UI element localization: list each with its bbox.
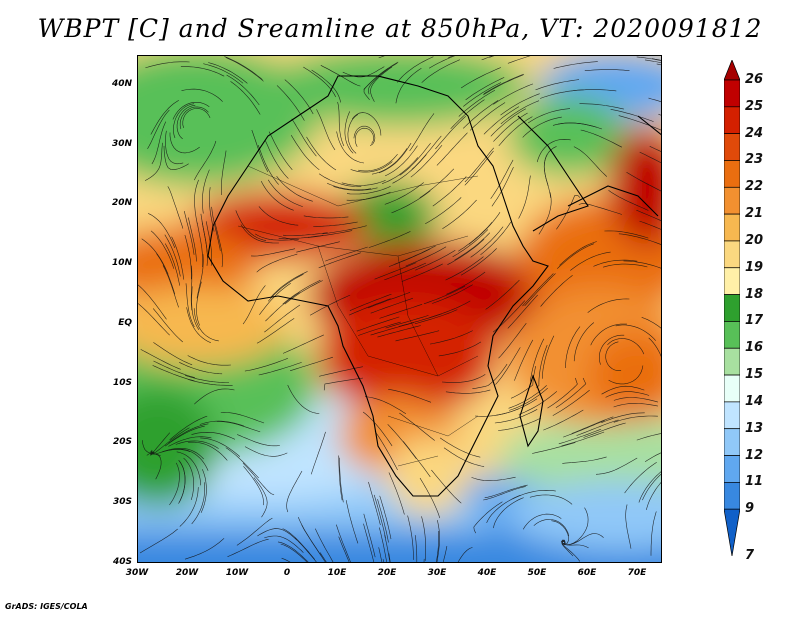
lon-label-20e: 20E xyxy=(377,568,397,578)
lon-label-50e: 50E xyxy=(527,568,547,578)
chart-title: WBPT [C] and Sreamline at 850hPa, VT: 20… xyxy=(37,14,763,43)
colorbar-label: 9 xyxy=(745,501,755,517)
colorbar-bottom-triangle xyxy=(724,508,740,556)
wbpt-streamline-map xyxy=(138,56,661,562)
lat-label-40n: 40N xyxy=(111,78,132,89)
colorbar-segment xyxy=(724,186,740,215)
streamlines xyxy=(138,56,661,562)
lon-label-10e: 10E xyxy=(327,568,347,578)
colorbar-label: 14 xyxy=(745,393,764,409)
colorbar-label: 17 xyxy=(745,313,764,329)
colorbar-segment xyxy=(724,374,740,403)
colorbar-segment xyxy=(724,401,740,430)
colorbar-label: 12 xyxy=(745,447,764,463)
colorbar-segment xyxy=(724,267,740,295)
lon-label-30w: 30W xyxy=(125,568,149,578)
colorbar-label: 20 xyxy=(745,232,764,248)
lat-label-20s: 20S xyxy=(112,437,132,448)
wbpt-shading xyxy=(138,56,661,562)
lon-label-10w: 10W xyxy=(225,568,249,578)
lat-label-30n: 30N xyxy=(111,138,132,149)
colorbar-segment xyxy=(724,79,740,108)
lat-label-20n: 20N xyxy=(111,198,132,209)
colorbar-label: 15 xyxy=(745,367,764,383)
colorbar-label: 25 xyxy=(745,98,764,114)
colorbar-label: 23 xyxy=(745,152,764,168)
lat-label-eq: EQ xyxy=(118,317,132,328)
lon-label-40e: 40E xyxy=(477,568,497,578)
lon-label-20w: 20W xyxy=(175,568,199,578)
coastlines xyxy=(207,75,661,497)
lat-label-40s: 40S xyxy=(112,557,132,567)
colorbar-segment xyxy=(724,455,740,483)
colorbar-label: 11 xyxy=(745,474,764,490)
lon-label-70e: 70E xyxy=(627,568,647,578)
colorbar-label: 26 xyxy=(745,72,764,87)
colorbar-segment xyxy=(724,213,740,242)
lat-label-10n: 10N xyxy=(111,258,132,269)
colorbar-label: 7 xyxy=(745,548,755,563)
grads-credit: GrADS: IGES/COLA xyxy=(5,602,88,611)
lon-label-30e: 30E xyxy=(427,568,447,578)
colorbar-segment xyxy=(724,160,740,188)
colorbar-segment xyxy=(724,482,740,510)
colorbar-label: 24 xyxy=(745,125,764,141)
colorbar-label: 13 xyxy=(745,420,764,436)
colorbar-segment xyxy=(724,240,740,269)
colorbar-label: 18 xyxy=(745,286,764,302)
lat-label-30s: 30S xyxy=(112,497,132,508)
lat-label-10s: 10S xyxy=(112,377,132,388)
colorbar-label: 21 xyxy=(745,206,764,222)
map-plot-area xyxy=(137,55,662,563)
colorbar-top-triangle xyxy=(724,60,740,81)
colorbar-segment xyxy=(724,294,740,322)
colorbar-segment xyxy=(724,347,740,376)
colorbar-label: 19 xyxy=(745,259,764,275)
colorbar-segment xyxy=(724,428,740,456)
colorbar-label: 22 xyxy=(745,179,764,195)
colorbar-segment xyxy=(724,106,740,134)
colorbar-segment xyxy=(724,133,740,161)
country-borders xyxy=(237,165,479,467)
colorbar-label: 16 xyxy=(745,340,764,356)
lon-label-60e: 60E xyxy=(577,568,597,578)
colorbar xyxy=(724,60,740,556)
colorbar-segment xyxy=(724,321,740,349)
lon-label-0: 0 xyxy=(283,568,291,578)
